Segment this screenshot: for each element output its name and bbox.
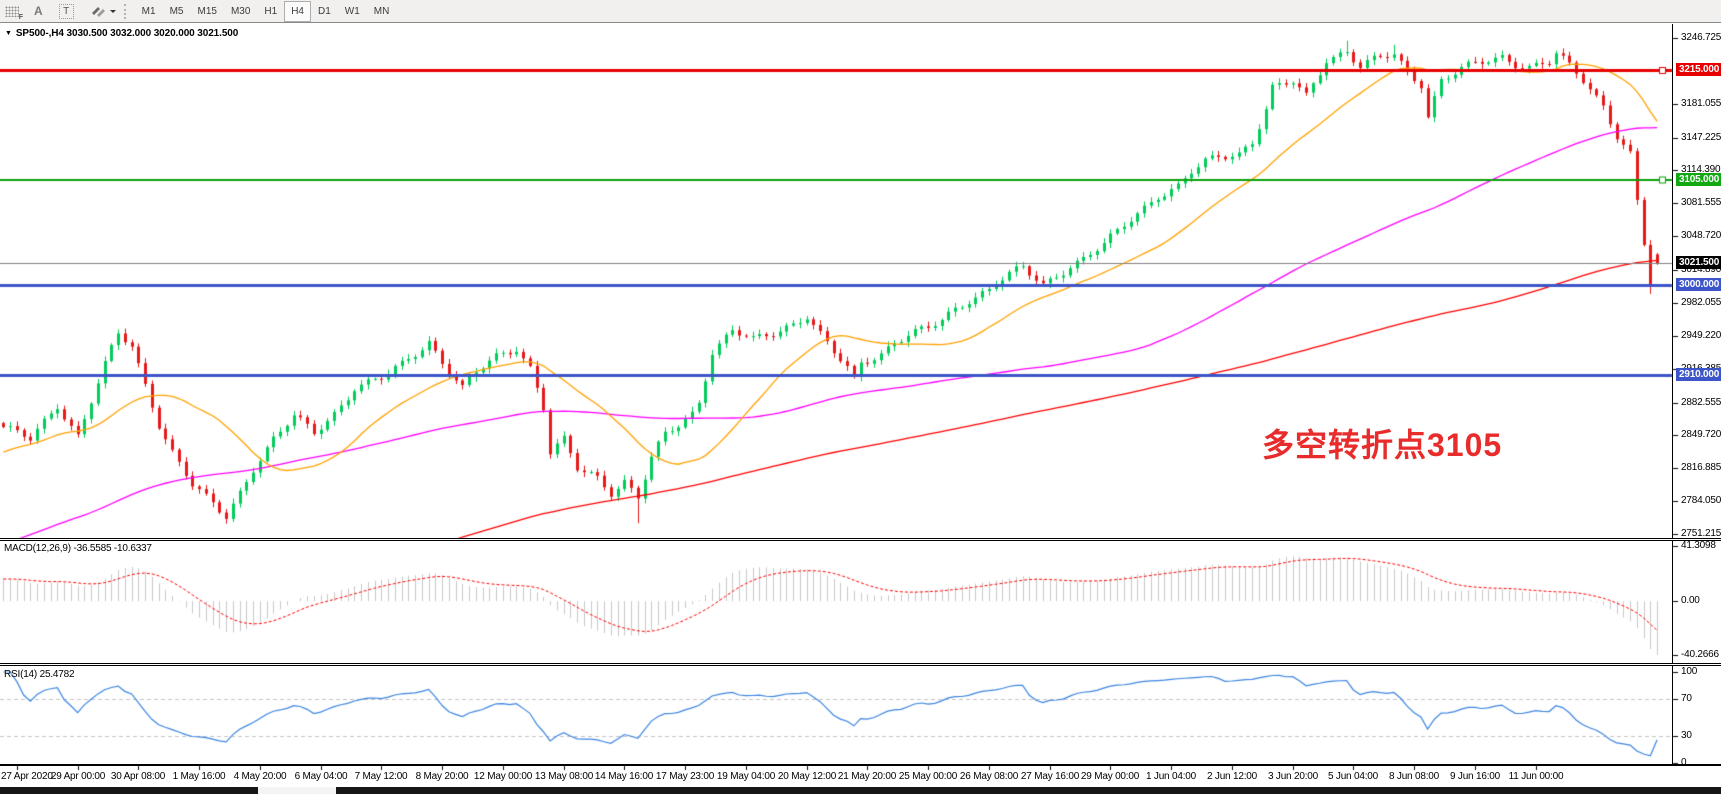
colors-crayon-icon[interactable]	[90, 4, 118, 18]
rsi-axis-tick: 100	[1681, 666, 1698, 677]
timeframe-button-M15[interactable]: M15	[197, 5, 217, 17]
price-axis-tick: 3014.890	[1681, 264, 1721, 275]
timeframe-button-M30[interactable]: M30	[230, 5, 251, 17]
chart-annotation-text: 多空转折点3105	[1262, 427, 1503, 463]
rsi-axis-tick: 0	[1681, 757, 1687, 768]
rsi-indicator-label: RSI(14) 25.4782	[4, 669, 75, 680]
macd-axis-tick: -40.2666	[1681, 649, 1719, 660]
time-axis-label: 14 May 16:00	[594, 771, 654, 782]
price-axis-tick: 2882.555	[1681, 397, 1721, 408]
price-axis-tick: 3181.055	[1681, 98, 1721, 109]
time-axis-label: 1 May 16:00	[172, 771, 226, 782]
price-level-badge: 3215.000	[1676, 63, 1721, 76]
time-axis-label: 12 May 00:00	[473, 771, 533, 782]
timeframe-button-MN[interactable]: MN	[373, 5, 390, 17]
price-axis-tick: 3147.225	[1681, 132, 1721, 143]
time-axis-label: 27 May 16:00	[1020, 771, 1080, 782]
time-axis-label: 4 May 20:00	[233, 771, 287, 782]
time-axis-label: 1 Jun 04:00	[1145, 771, 1197, 782]
macd-axis-tick: 41.3098	[1681, 540, 1716, 551]
time-axis-label: 29 May 00:00	[1080, 771, 1140, 782]
time-axis-label: 26 May 08:00	[959, 771, 1019, 782]
font-a-icon[interactable]: A	[34, 4, 43, 18]
time-axis-label: 5 Jun 04:00	[1327, 771, 1379, 782]
crayon-glyph	[91, 7, 105, 17]
chart-title: ▼ SP500-,H4 3030.500 3032.000 3020.000 30…	[5, 28, 238, 39]
time-axis-label: 7 May 12:00	[354, 771, 408, 782]
timeframe-button-W1[interactable]: W1	[344, 5, 360, 17]
price-level-badge: 3021.500	[1676, 256, 1721, 269]
toolbar-grip[interactable]	[123, 3, 129, 19]
chart-title-text: SP500-,H4 3030.500 3032.000 3020.000 302…	[15, 28, 239, 39]
rsi-axis-tick: 30	[1681, 730, 1692, 741]
time-axis-label: 19 May 04:00	[716, 771, 776, 782]
timeframe-button-D1[interactable]: D1	[317, 5, 331, 17]
timeframe-button-M1[interactable]: M1	[141, 5, 156, 17]
time-axis-label: 17 May 23:00	[655, 771, 715, 782]
timeframe-button-H1[interactable]: H1	[264, 5, 278, 17]
price-level-badge: 3105.000	[1676, 173, 1721, 186]
macd-axis-tick: 0.00	[1681, 595, 1700, 606]
panel-separator-macd[interactable]	[0, 538, 1721, 541]
text-label-icon[interactable]: T	[58, 3, 74, 19]
time-axis-label: 6 May 04:00	[294, 771, 348, 782]
time-axis-label: 27 Apr 2020	[1, 771, 53, 782]
time-axis-label: 30 Apr 08:00	[110, 771, 166, 782]
dotted-grid-f-icon[interactable]: F	[5, 5, 23, 21]
time-axis-label: 20 May 12:00	[777, 771, 837, 782]
time-axis-label: 9 Jun 16:00	[1449, 771, 1501, 782]
symbol-dropdown-icon[interactable]: ▼	[5, 30, 12, 37]
price-axis-tick: 3081.555	[1681, 197, 1721, 208]
price-axis-tick: 3048.720	[1681, 230, 1721, 241]
time-axis-label: 3 Jun 20:00	[1267, 771, 1319, 782]
time-axis-label: 29 Apr 00:00	[50, 771, 106, 782]
time-axis-label: 11 Jun 00:00	[1508, 771, 1564, 782]
rsi-axis-tick: 70	[1681, 693, 1692, 704]
price-axis-border	[1672, 24, 1673, 766]
timeframe-button-H4[interactable]: H4	[284, 0, 311, 22]
time-axis-label: 13 May 08:00	[534, 771, 594, 782]
toolbar: F A T M1 M5 M15 M30 H1 H4 D1 W1 MN	[0, 0, 1721, 23]
price-axis-tick: 3114.390	[1681, 164, 1721, 175]
price-axis-tick: 2982.055	[1681, 297, 1721, 308]
time-axis-label: 8 Jun 08:00	[1388, 771, 1440, 782]
panel-separator-rsi[interactable]	[0, 663, 1721, 666]
scrollbar-thumb[interactable]	[258, 787, 336, 794]
bottom-scrollbar[interactable]	[0, 787, 1721, 794]
timeframe-button-group: M1 M5 M15 M30 H1 H4 D1 W1 MN	[135, 0, 397, 22]
price-axis-tick: 2784.050	[1681, 495, 1721, 506]
time-axis-label: 25 May 00:00	[898, 771, 958, 782]
price-axis-tick: 2949.220	[1681, 330, 1721, 341]
price-axis-tick: 2849.720	[1681, 429, 1721, 440]
time-axis-border	[0, 764, 1721, 766]
macd-indicator-label: MACD(12,26,9) -36.5585 -10.6337	[4, 543, 152, 554]
price-axis-tick: 2751.215	[1681, 528, 1721, 539]
timeframe-button-M5[interactable]: M5	[169, 5, 184, 17]
time-axis-label: 8 May 20:00	[415, 771, 469, 782]
dropdown-caret-icon[interactable]	[109, 9, 116, 16]
time-axis-label: 2 Jun 12:00	[1206, 771, 1258, 782]
price-level-badge: 2910.000	[1676, 368, 1721, 381]
f-icon-letter: F	[18, 13, 23, 21]
price-axis-tick: 2816.885	[1681, 462, 1721, 473]
time-axis-label: 21 May 20:00	[837, 771, 897, 782]
price-axis-tick: 3246.725	[1681, 32, 1721, 43]
price-level-badge: 3000.000	[1676, 278, 1721, 291]
